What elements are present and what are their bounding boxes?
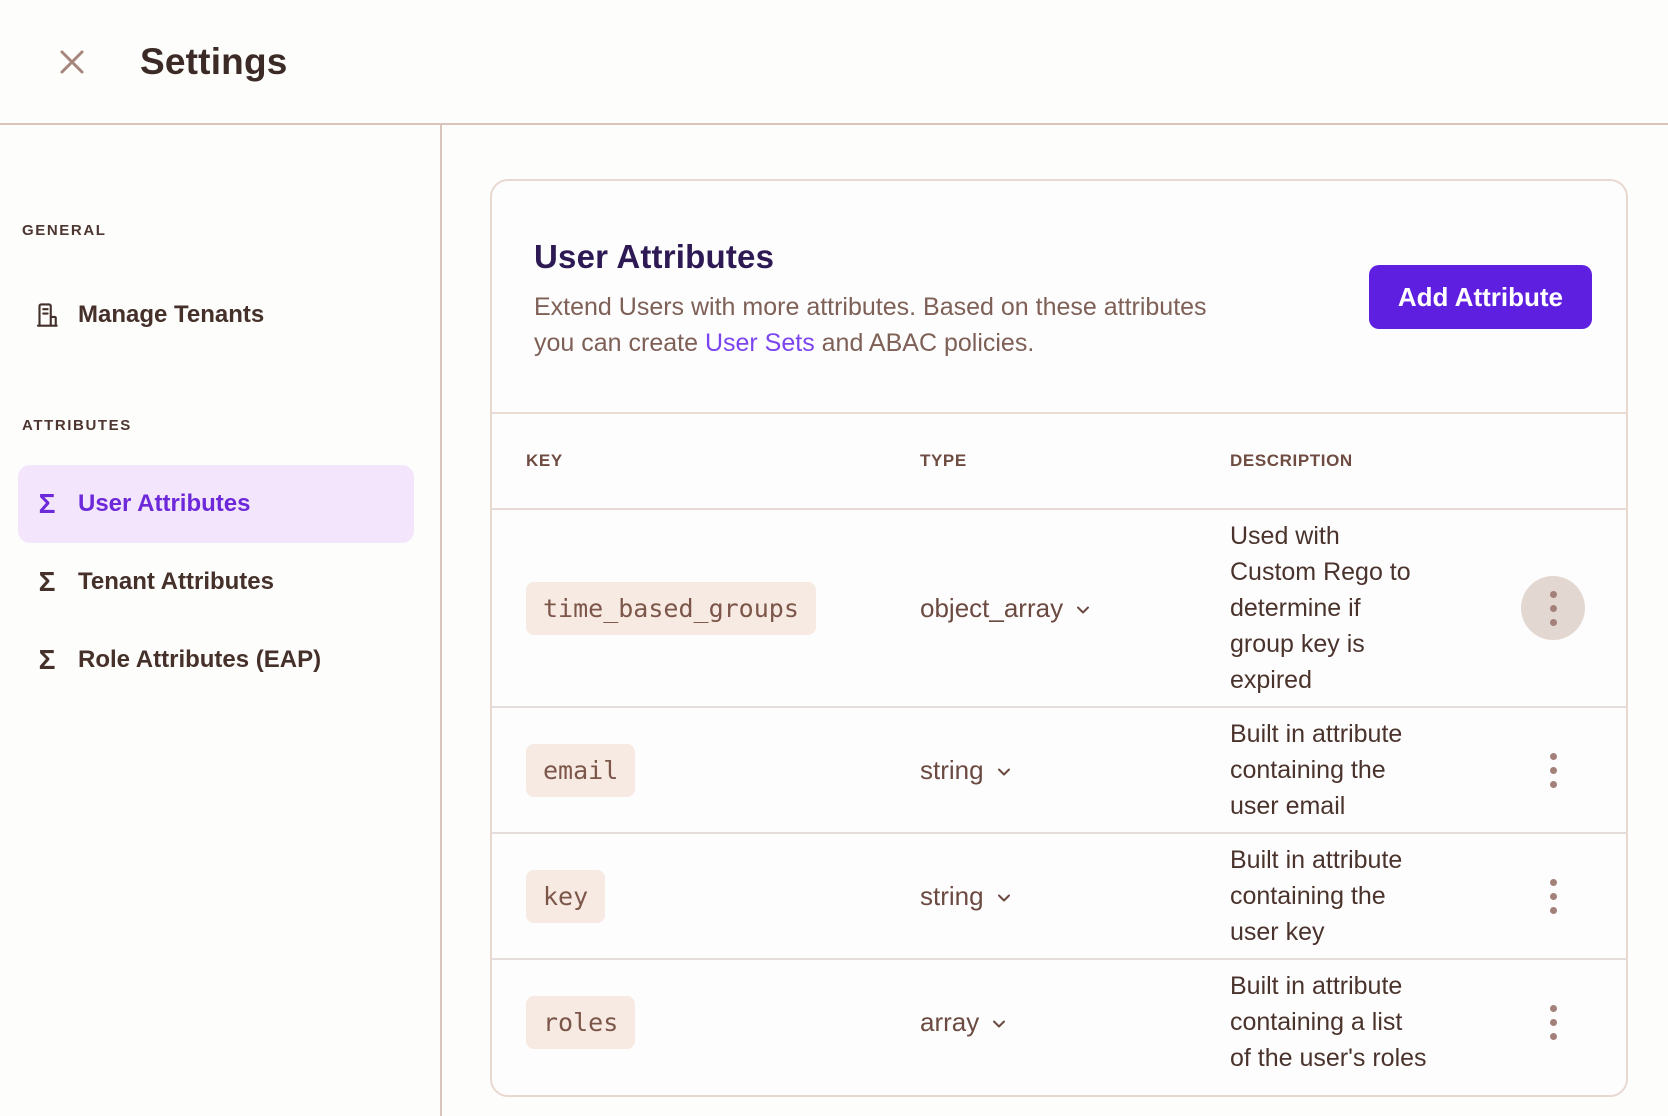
sigma-icon: Σ — [38, 488, 56, 519]
attribute-description: Used with Custom Rego to determine if gr… — [1230, 522, 1411, 694]
settings-header: Settings — [0, 0, 1668, 125]
chevron-down-icon — [997, 894, 1010, 902]
attribute-key-badge: key — [526, 869, 606, 923]
attributes-table: KEY TYPE DESCRIPTION time_based_groups o… — [492, 414, 1626, 1084]
sidebar-item-label: Tenant Attributes — [78, 568, 274, 595]
description-text: Extend Users with more attributes. Based… — [534, 293, 1207, 357]
chevron-down-icon — [997, 768, 1010, 776]
chevron-down-icon — [1077, 606, 1090, 614]
add-attribute-button[interactable]: Add Attribute — [1368, 265, 1592, 329]
section-label-general: GENERAL — [22, 222, 107, 239]
table-row: email string Built in attribute containi… — [492, 706, 1626, 833]
sidebar-item-user-attributes[interactable]: Σ User Attributes — [18, 465, 414, 543]
attribute-key-badge: time_based_groups — [526, 581, 816, 635]
type-value: string — [920, 754, 984, 785]
column-header-type: TYPE — [920, 414, 1230, 510]
attribute-description: Built in attribute containing the user e… — [1230, 720, 1403, 820]
settings-sidebar: GENERAL Manage Tenants ATTRIBUTES Σ User… — [0, 125, 442, 1116]
user-attributes-card: User Attributes Extend Users with more a… — [490, 179, 1628, 1097]
kebab-icon — [1549, 1004, 1557, 1012]
kebab-icon — [1549, 590, 1557, 598]
card-header: User Attributes Extend Users with more a… — [492, 181, 1626, 414]
type-dropdown[interactable]: object_array — [920, 593, 1092, 624]
type-dropdown[interactable]: array — [920, 1007, 1008, 1038]
main-area: User Attributes Extend Users with more a… — [442, 125, 1668, 1116]
sidebar-item-tenant-attributes[interactable]: Σ Tenant Attributes — [18, 543, 414, 621]
card-title: User Attributes — [534, 238, 775, 275]
row-menu-button[interactable] — [1521, 576, 1585, 640]
attribute-description: Built in attribute containing a list of … — [1230, 972, 1427, 1072]
building-icon — [32, 300, 62, 330]
table-header-row: KEY TYPE DESCRIPTION — [492, 414, 1626, 510]
sidebar-item-label: User Attributes — [78, 490, 251, 517]
page-title: Settings — [140, 40, 288, 82]
sidebar-item-role-attributes[interactable]: Σ Role Attributes (EAP) — [18, 621, 414, 699]
row-menu-button[interactable] — [1521, 864, 1585, 928]
column-header-key: KEY — [492, 414, 920, 510]
description-text: and ABAC policies. — [814, 329, 1035, 357]
type-dropdown[interactable]: string — [920, 755, 1013, 786]
sigma-icon: Σ — [38, 644, 56, 675]
kebab-icon — [1549, 752, 1557, 760]
column-header-description: DESCRIPTION — [1230, 414, 1480, 510]
type-dropdown[interactable]: string — [920, 881, 1013, 912]
row-menu-button[interactable] — [1521, 738, 1585, 802]
sidebar-item-label: Role Attributes (EAP) — [78, 646, 322, 673]
attribute-key-badge: roles — [526, 995, 636, 1049]
kebab-icon — [1549, 878, 1557, 886]
attribute-description: Built in attribute containing the user k… — [1230, 846, 1403, 946]
close-button[interactable] — [50, 40, 94, 84]
column-header-actions — [1480, 414, 1626, 510]
table-row: roles array Built in attribute containin… — [492, 958, 1626, 1084]
card-description: Extend Users with more attributes. Based… — [534, 289, 1234, 361]
type-value: object_array — [920, 592, 1064, 623]
type-value: string — [920, 880, 984, 911]
sigma-icon: Σ — [38, 566, 56, 597]
chevron-down-icon — [993, 1020, 1006, 1028]
attribute-key-badge: email — [526, 743, 636, 797]
table-row: time_based_groups object_array Used with… — [492, 509, 1626, 707]
sidebar-item-manage-tenants[interactable]: Manage Tenants — [18, 288, 414, 342]
section-label-attributes: ATTRIBUTES — [22, 417, 132, 434]
type-value: array — [920, 1006, 980, 1037]
sidebar-item-label: Manage Tenants — [78, 301, 265, 328]
row-menu-button[interactable] — [1521, 990, 1585, 1054]
close-icon — [60, 50, 84, 73]
table-row: key string Built in attribute containing… — [492, 832, 1626, 959]
user-sets-link[interactable]: User Sets — [704, 329, 815, 357]
